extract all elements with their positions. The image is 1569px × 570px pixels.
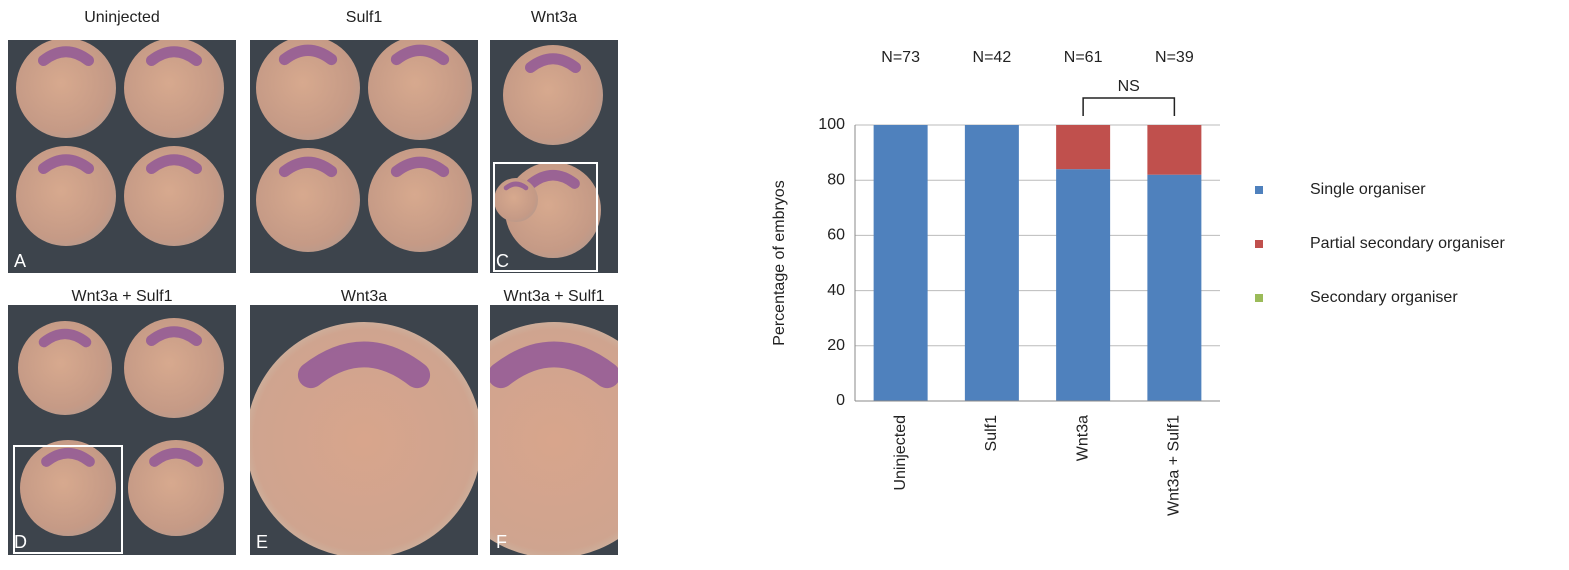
bar-segment <box>964 125 1019 401</box>
panel-title: Sulf1 <box>346 9 383 26</box>
n-label: N=61 <box>1064 49 1103 66</box>
stain <box>525 53 581 73</box>
stain <box>526 169 580 189</box>
legend-swatch <box>1255 186 1263 194</box>
panel-title: Wnt3a + Sulf1 <box>504 288 605 305</box>
bar-segment <box>1147 174 1202 401</box>
stain <box>146 326 202 346</box>
y-tick-label: 100 <box>818 116 845 133</box>
photo <box>490 305 618 555</box>
significance-bracket <box>1082 97 1176 116</box>
stain <box>38 328 92 348</box>
embryo <box>490 322 618 555</box>
y-tick-label: 0 <box>836 392 845 409</box>
embryo <box>368 40 472 140</box>
photo <box>250 40 478 273</box>
stain <box>390 156 450 178</box>
panel-letter: F <box>496 532 507 552</box>
panel-title: Wnt3a <box>341 288 387 305</box>
legend-swatch <box>1255 294 1263 302</box>
significance-label: NS <box>1118 78 1140 95</box>
y-tick-label: 60 <box>827 227 845 244</box>
stain <box>390 44 450 66</box>
stain <box>38 46 94 66</box>
y-tick-label: 80 <box>827 171 845 188</box>
panel-letter: D <box>14 532 27 552</box>
bar-segment <box>1056 125 1111 170</box>
panel-letter: C <box>496 251 509 271</box>
bar-segment <box>1147 125 1202 175</box>
bar-segment <box>873 125 928 401</box>
legend-swatch <box>1255 240 1263 248</box>
stain <box>146 154 202 174</box>
bar-segment <box>1056 169 1111 401</box>
panel-title: Wnt3a <box>531 9 577 26</box>
panel-letter: E <box>256 532 268 552</box>
y-axis-label: Percentage of embryos <box>771 180 788 345</box>
stain <box>146 46 202 66</box>
stain <box>41 447 95 467</box>
y-tick-label: 20 <box>827 337 845 354</box>
photo <box>8 40 236 273</box>
photo-panels <box>8 40 618 555</box>
legend-label: Secondary organiser <box>1310 289 1458 306</box>
n-label: N=39 <box>1155 49 1194 66</box>
panel-title: Wnt3a + Sulf1 <box>72 288 173 305</box>
n-label: N=42 <box>973 49 1012 66</box>
stain <box>278 156 338 178</box>
n-label: N=73 <box>881 49 920 66</box>
y-tick-label: 40 <box>827 282 845 299</box>
panel-title: Uninjected <box>84 9 160 26</box>
x-tick-label: Sulf1 <box>983 415 1000 452</box>
legend-label: Partial secondary organiser <box>1310 235 1505 252</box>
embryo <box>256 40 360 140</box>
legend-label: Single organiser <box>1310 181 1426 198</box>
stain <box>503 181 529 191</box>
photo <box>490 40 618 273</box>
photo <box>250 305 478 555</box>
stain <box>149 447 203 467</box>
x-tick-label: Wnt3a <box>1074 415 1091 461</box>
stain <box>490 341 618 389</box>
x-tick-label: Uninjected <box>892 415 909 491</box>
stain <box>278 44 338 66</box>
x-tick-label: Wnt3a + Sulf1 <box>1166 415 1183 516</box>
panel-letter: A <box>14 251 26 271</box>
highlight-box <box>13 445 123 554</box>
stain <box>297 341 431 389</box>
highlight-box <box>493 162 598 272</box>
stain <box>38 154 94 174</box>
